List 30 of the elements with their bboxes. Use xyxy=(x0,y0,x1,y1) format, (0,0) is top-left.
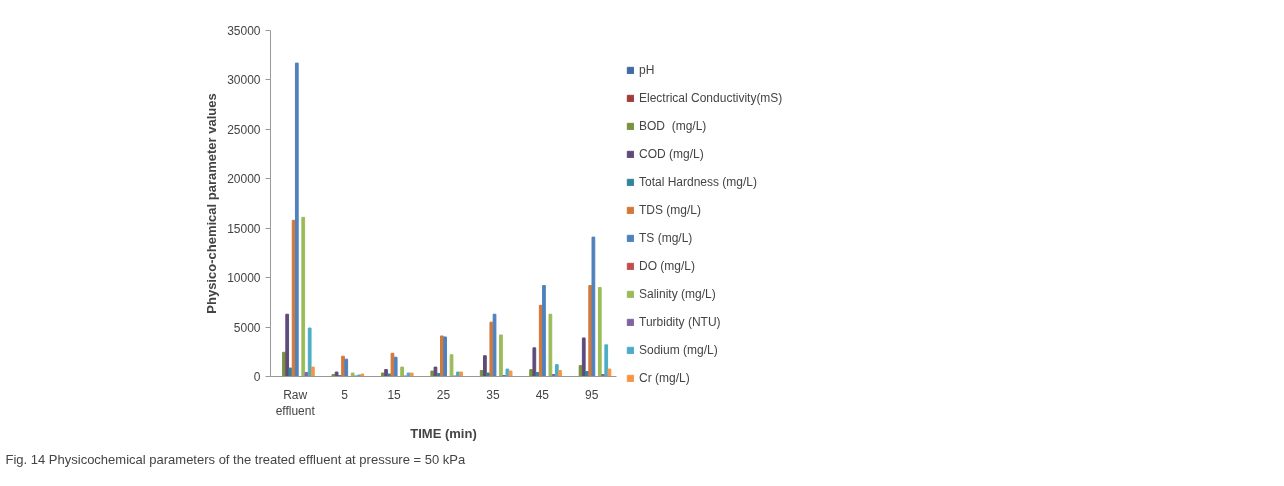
y-tick-label: 0 xyxy=(253,370,261,384)
x-tick-label: 35 xyxy=(486,387,500,402)
legend-label: Salinity (mg/L) xyxy=(639,286,716,302)
y-axis-title: Physico-chemical parameter values xyxy=(204,93,220,314)
legend-label: Sodium (mg/L) xyxy=(639,342,718,358)
legend-label: COD (mg/L) xyxy=(639,146,704,162)
legend-label: Turbidity (NTU) xyxy=(639,314,721,330)
legend-label: Electrical Conductivity(mS) xyxy=(639,90,783,106)
legend-label: BOD (mg/L) xyxy=(639,118,707,134)
legend-label: TS (mg/L) xyxy=(639,230,693,246)
legend-label: pH xyxy=(639,62,656,78)
x-axis-title: TIME (min) xyxy=(410,426,477,442)
y-tick-label: 20000 xyxy=(227,172,261,187)
x-tick-label: 25 xyxy=(436,387,451,402)
caption: Fig. 14 Physicochemical parameters of the treated effluent at pressure = 50 kPa xyxy=(5,451,466,467)
y-tick-label: 25000 xyxy=(227,122,261,137)
y-tick-label: 5000 xyxy=(233,320,261,335)
x-tick-label: 15 xyxy=(387,387,402,402)
y-tick-label: 15000 xyxy=(227,221,261,236)
legend-label: TDS (mg/L) xyxy=(639,202,702,218)
x-tick-label: 5 xyxy=(341,387,349,402)
x-tick-label: Raw effluent xyxy=(275,387,316,419)
y-tick-label: 10000 xyxy=(227,271,261,286)
x-tick-label: 45 xyxy=(535,387,550,402)
legend-label: Total Hardness (mg/L) xyxy=(639,174,758,190)
legend-label: DO (mg/L) xyxy=(639,258,696,274)
y-tick-label: 30000 xyxy=(227,73,261,88)
y-tick-label: 35000 xyxy=(227,24,261,38)
x-tick-label: 95 xyxy=(585,387,599,402)
legend-label: Cr (mg/L) xyxy=(639,370,690,386)
